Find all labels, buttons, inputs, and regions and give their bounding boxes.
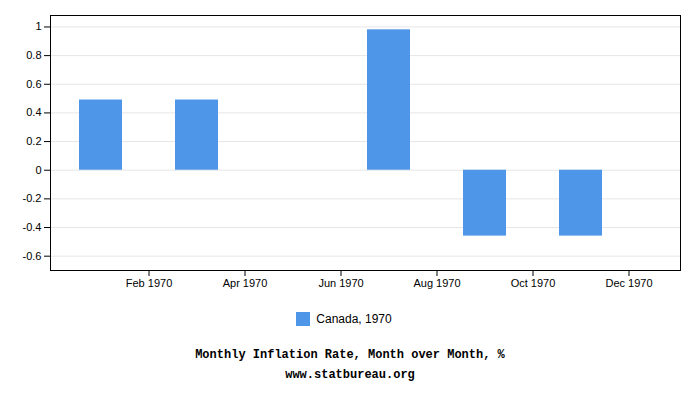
html-text:www.statbureau.org: www.statbureau.org	[285, 368, 415, 382]
html-text:Monthly Inflation Rate, Month: Monthly Inflation Rate, Month over Month…	[195, 348, 505, 362]
svg-text:Apr 1970: Apr 1970	[223, 277, 268, 289]
svg-text:-0.4: -0.4	[23, 221, 42, 233]
svg-text:Feb 1970: Feb 1970	[126, 277, 172, 289]
svg-text:Aug 1970: Aug 1970	[413, 277, 460, 289]
svg-text:0: 0	[35, 164, 41, 176]
svg-text:0.4: 0.4	[26, 106, 41, 118]
svg-text:-0.6: -0.6	[23, 250, 42, 262]
svg-text:Oct 1970: Oct 1970	[511, 277, 556, 289]
svg-text:-0.2: -0.2	[23, 192, 42, 204]
svg-text:1: 1	[35, 20, 41, 32]
svg-text:0.2: 0.2	[26, 135, 41, 147]
svg-text:Jun 1970: Jun 1970	[318, 277, 363, 289]
svg-text:0.8: 0.8	[26, 49, 41, 61]
svg-text:Dec 1970: Dec 1970	[605, 277, 652, 289]
html-text:Canada, 1970: Canada, 1970	[316, 311, 392, 326]
svg-text:0.6: 0.6	[26, 78, 41, 90]
